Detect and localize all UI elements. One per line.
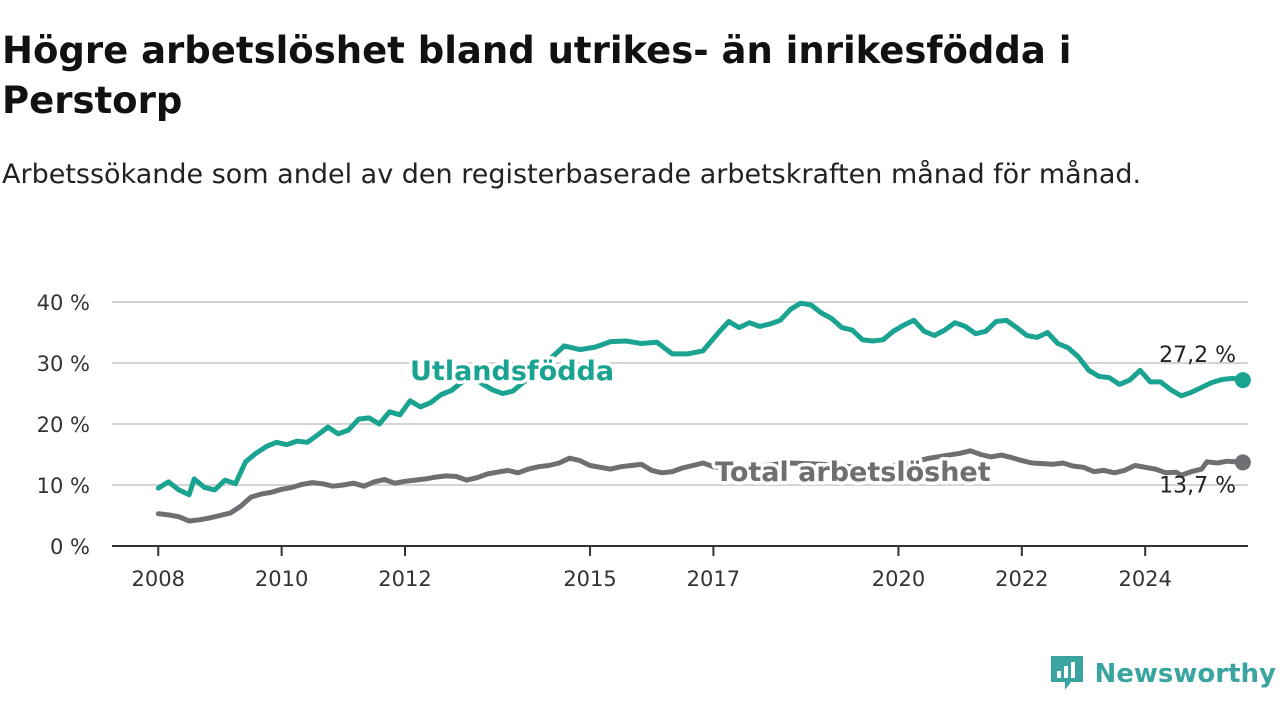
y-tick-label: 10 % [37,474,90,498]
newsworthy-brand: Newsworthy [1049,652,1276,696]
x-tick-label: 2015 [563,567,616,591]
y-tick-labels: 0 % 10 % 20 % 30 % 40 % [37,291,90,559]
series-name-label: Utlandsfödda [410,356,614,387]
x-tick-label: 2008 [132,567,185,591]
y-tick-label: 30 % [37,352,90,376]
series-end-point-1 [1234,454,1251,471]
series-end-point-0 [1234,372,1251,389]
x-tick-label: 2024 [1118,567,1171,591]
y-gridlines [112,301,1248,547]
y-tick-label: 20 % [37,413,90,437]
x-tick-label: 2010 [255,567,308,591]
series-lines [155,300,1251,524]
y-tick-label: 40 % [37,291,90,315]
series-end-label: 27,2 % [1159,343,1236,368]
x-tick-label: 2017 [687,567,740,591]
x-tick-label: 2012 [378,567,431,591]
chart-title: Högre arbetslöshet bland utrikes- än inr… [2,29,1072,122]
series-labels: 27,2 % 13,7 % Utlandsfödda Total arbetslösh… [407,343,1237,498]
newsworthy-logo-icon [1050,656,1083,690]
series-end-label: 13,7 % [1159,473,1236,498]
series-line-0 [155,300,1246,498]
series-line-1 [155,448,1246,524]
x-tick-label: 2020 [872,567,925,591]
y-tick-label: 0 % [50,535,90,559]
brand-name: Newsworthy [1094,659,1276,689]
chart-subtitle: Arbetssökande som andel av den registerb… [2,159,1142,190]
x-tick-label: 2022 [995,567,1048,591]
x-tick-labels: 2008 2010 2012 2015 2017 2020 2022 2024 [132,546,1172,591]
series-name-label: Total arbetslöshet [715,457,991,488]
